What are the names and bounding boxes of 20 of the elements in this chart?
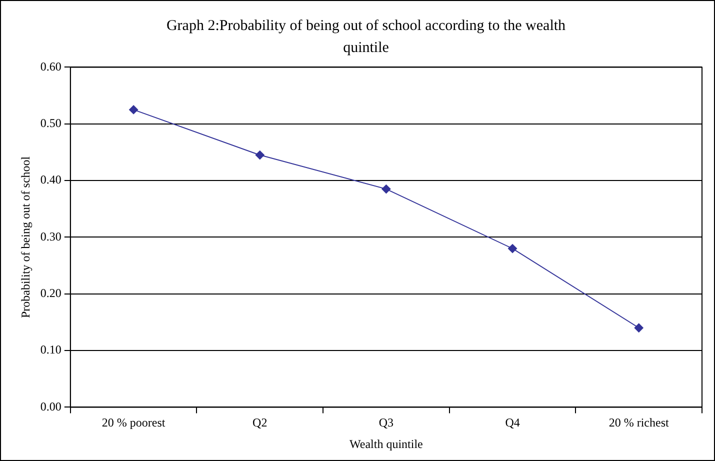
point xyxy=(129,105,138,114)
y-tick-label: 0.60 xyxy=(40,59,62,74)
chart-title: Graph 2:Probability of being out of school according to the wealth quintile xyxy=(165,17,567,58)
x-tick-label: Q3 xyxy=(378,416,394,430)
point xyxy=(508,244,518,254)
point xyxy=(255,150,264,160)
x-tick-label: Q4 xyxy=(505,416,520,430)
y-tick-label: 0.30 xyxy=(40,229,62,244)
y-axis-title: Probability of being out of school xyxy=(18,156,32,318)
point xyxy=(382,184,391,194)
y-tick-label: 0.10 xyxy=(40,342,62,357)
x-tick-label: 20 % poorest xyxy=(102,416,166,430)
x-tick-label: Q2 xyxy=(252,416,268,430)
y-tick-label: 0.00 xyxy=(40,399,62,414)
x-tick-label: 20 % richest xyxy=(608,416,670,430)
y-tick-label: 0.40 xyxy=(40,172,62,187)
x-axis-title: Wealth quintile xyxy=(350,436,423,451)
y-tick-label: 0.50 xyxy=(40,116,62,130)
y-tick-label: 0.20 xyxy=(40,286,62,300)
point xyxy=(634,323,644,332)
